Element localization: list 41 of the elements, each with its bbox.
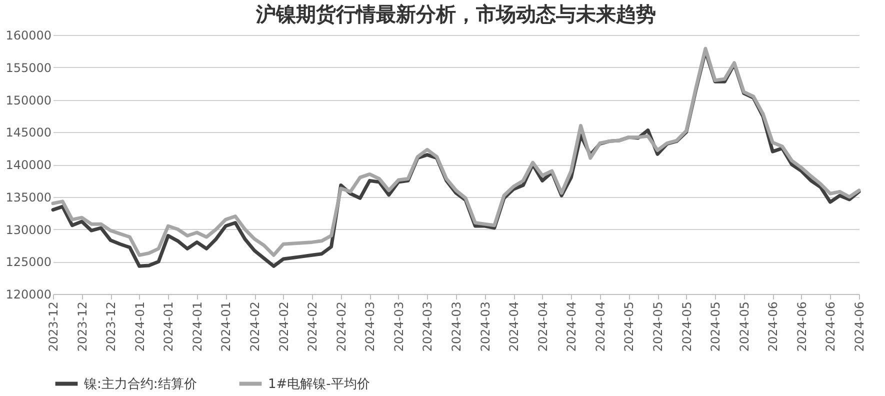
x-tick-label: 2024-05 <box>680 302 694 352</box>
x-tick-label: 2024-06 <box>766 302 780 352</box>
x-tick-label: 2024-02 <box>248 302 262 352</box>
x-tick-label: 2024-05 <box>708 302 723 352</box>
y-tick-label: 145000 <box>6 126 52 140</box>
x-tick-label: 2024-01 <box>190 302 204 352</box>
x-tick-label: 2024-03 <box>450 302 464 352</box>
x-tick-label: 2024-02 <box>334 302 348 352</box>
x-tick-label: 2024-02 <box>306 302 320 352</box>
y-tick-label: 130000 <box>6 222 52 237</box>
x-tick-label: 2024-03 <box>392 302 406 352</box>
x-tick-label: 2024-01 <box>132 302 147 352</box>
x-tick-label: 2023-12 <box>104 302 118 352</box>
x-tick-label: 2024-05 <box>737 302 752 352</box>
x-tick-label: 2024-01 <box>162 302 176 352</box>
x-tick-label: 2023-12 <box>46 302 60 352</box>
legend-label: 1#电解镍-平均价 <box>268 376 370 392</box>
x-tick-label: 2024-03 <box>363 302 378 352</box>
y-tick-label: 160000 <box>6 28 52 42</box>
x-tick-label: 2024-06 <box>794 302 809 352</box>
x-tick-label: 2024-06 <box>824 302 838 352</box>
y-tick-label: 120000 <box>6 288 52 302</box>
x-tick-label: 2024-06 <box>852 302 866 352</box>
x-tick-label: 2024-04 <box>507 302 522 352</box>
y-tick-label: 140000 <box>6 158 52 172</box>
x-tick-label: 2023-12 <box>75 302 90 352</box>
legend-label: 镍:主力合约:结算价 <box>83 376 197 392</box>
chart-title: 沪镍期货行情最新分析，市场动态与未来趋势 <box>255 2 656 26</box>
y-tick-label: 125000 <box>6 255 52 270</box>
x-tick-label: 2024-04 <box>536 302 550 352</box>
x-tick-label: 2024-05 <box>622 302 636 352</box>
y-tick-label: 135000 <box>6 190 52 204</box>
x-tick-label: 2024-04 <box>593 302 608 352</box>
x-tick-label: 2024-01 <box>219 302 234 352</box>
x-tick-label: 2024-03 <box>420 302 435 352</box>
x-tick-label: 2024-04 <box>564 302 579 352</box>
x-tick-label: 2024-03 <box>478 302 492 352</box>
y-tick-label: 155000 <box>6 60 52 75</box>
x-tick-label: 2024-02 <box>276 302 291 352</box>
y-tick-label: 150000 <box>6 93 52 108</box>
x-tick-label: 2024-05 <box>651 302 665 352</box>
